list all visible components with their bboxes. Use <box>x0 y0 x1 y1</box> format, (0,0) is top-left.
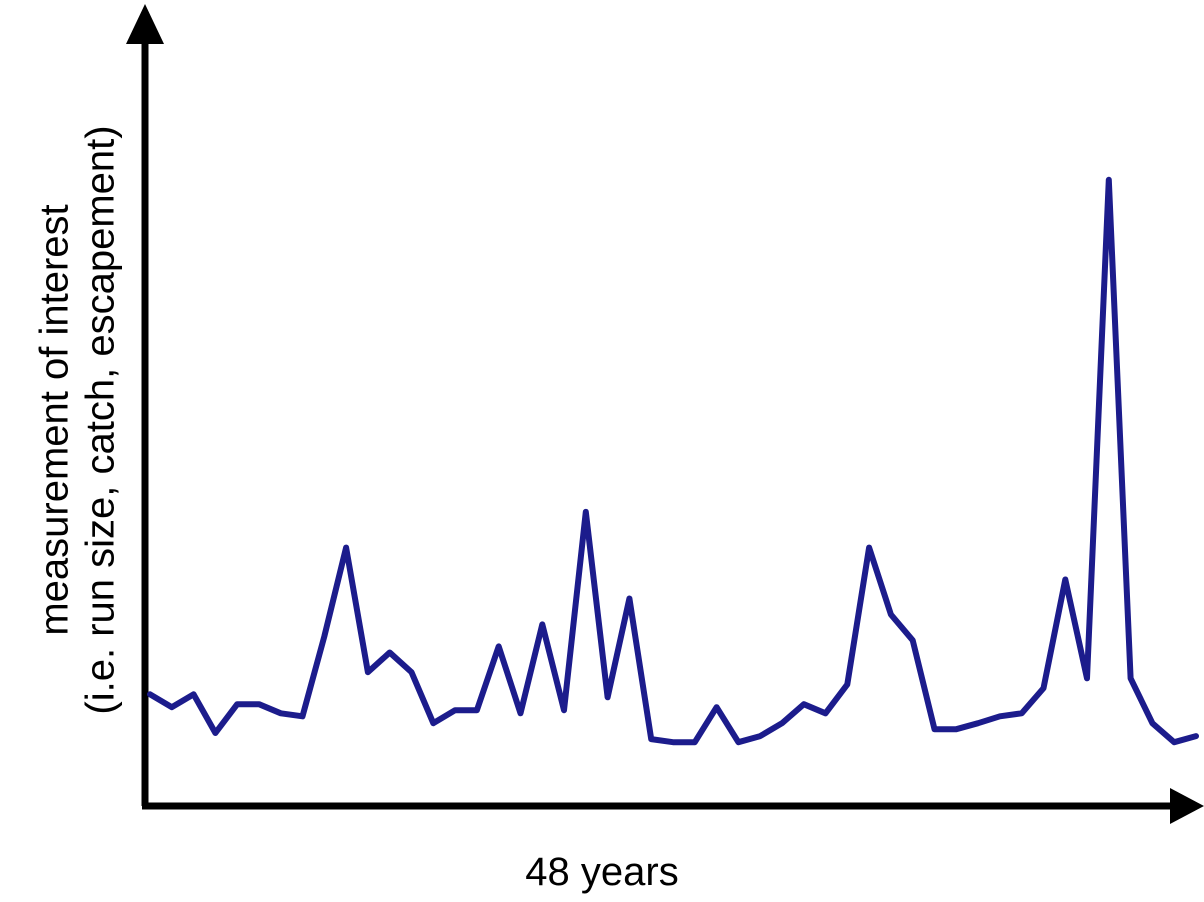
y-axis-arrowhead <box>126 4 164 44</box>
x-axis-arrowhead <box>1170 788 1204 824</box>
y-axis-label-line-1: measurement of interest <box>33 204 78 636</box>
y-axis-label: measurement of interest (i.e. run size, … <box>18 40 138 800</box>
x-axis-label: 48 years <box>525 850 679 894</box>
series-line-1 <box>147 176 1199 746</box>
series-layer <box>147 176 1199 746</box>
x-axis <box>142 788 1204 824</box>
y-axis-label-line-2: (i.e. run size, catch, escapement) <box>79 125 124 715</box>
y-axis <box>126 4 164 806</box>
